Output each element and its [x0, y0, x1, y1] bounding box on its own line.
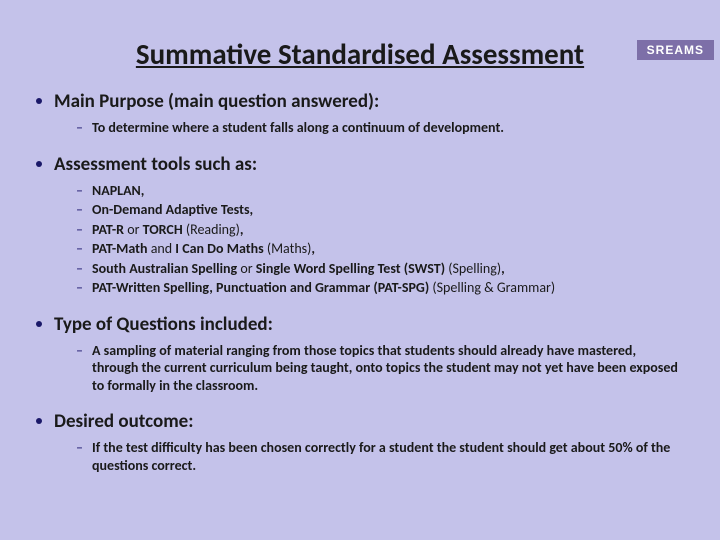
bullet-icon [36, 161, 42, 167]
list-item-text: On-Demand Adaptive Tests, [92, 201, 253, 218]
bullet-icon [36, 321, 42, 327]
list-item: –If the test difficulty has been chosen … [36, 439, 684, 474]
section-heading: Assessment tools such as: [36, 153, 684, 176]
section-heading: Desired outcome: [36, 410, 684, 433]
list-item-text: PAT-Math and I Can Do Maths (Maths), [92, 240, 315, 257]
list-item-text: NAPLAN, [92, 182, 144, 199]
slide-content: Main Purpose (main question answered):–T… [0, 72, 720, 474]
dash-icon: – [76, 342, 83, 360]
section: Type of Questions included: –A sampling o… [36, 313, 684, 395]
list-item: –PAT-Math and I Can Do Maths (Maths), [36, 240, 684, 258]
list-item-text: PAT-R or TORCH (Reading), [92, 221, 243, 238]
section-heading-text: Assessment tools such as: [54, 153, 257, 176]
dash-icon: – [76, 240, 83, 258]
list-item-text: If the test difficulty has been chosen c… [92, 439, 670, 474]
list-item-text: South Australian Spelling or Single Word… [92, 260, 505, 277]
bullet-icon [36, 98, 42, 104]
dash-icon: – [76, 119, 83, 137]
dash-icon: – [76, 260, 83, 278]
section-heading-text: Desired outcome: [54, 410, 193, 433]
list-item-text: PAT-Written Spelling, Punctuation and Gr… [92, 279, 555, 296]
section: Assessment tools such as:–NAPLAN,–On-Dem… [36, 153, 684, 297]
list-item-text: To determine where a student falls along… [92, 119, 504, 136]
bullet-icon [36, 418, 42, 424]
list-item: –On-Demand Adaptive Tests, [36, 201, 684, 219]
list-item: –PAT-Written Spelling, Punctuation and G… [36, 279, 684, 297]
dash-icon: – [76, 201, 83, 219]
dash-icon: – [76, 221, 83, 239]
dash-icon: – [76, 182, 83, 200]
section: Desired outcome: –If the test difficulty … [36, 410, 684, 474]
section-heading: Main Purpose (main question answered): [36, 90, 684, 113]
brand-logo: SREAMS [637, 40, 714, 60]
slide-title: Summative Standardised Assessment [0, 36, 720, 72]
list-item: –To determine where a student falls alon… [36, 119, 684, 137]
dash-icon: – [76, 439, 83, 457]
section: Main Purpose (main question answered): –T… [36, 90, 684, 137]
list-item: –A sampling of material ranging from tho… [36, 342, 684, 395]
dash-icon: – [76, 279, 83, 297]
section-heading: Type of Questions included: [36, 313, 684, 336]
list-item-text: A sampling of material ranging from thos… [92, 342, 678, 394]
list-item: –NAPLAN, [36, 182, 684, 200]
section-heading-text: Main Purpose (main question answered): [54, 90, 379, 113]
list-item: –PAT-R or TORCH (Reading), [36, 221, 684, 239]
section-heading-text: Type of Questions included: [54, 313, 273, 336]
list-item: –South Australian Spelling or Single Wor… [36, 260, 684, 278]
